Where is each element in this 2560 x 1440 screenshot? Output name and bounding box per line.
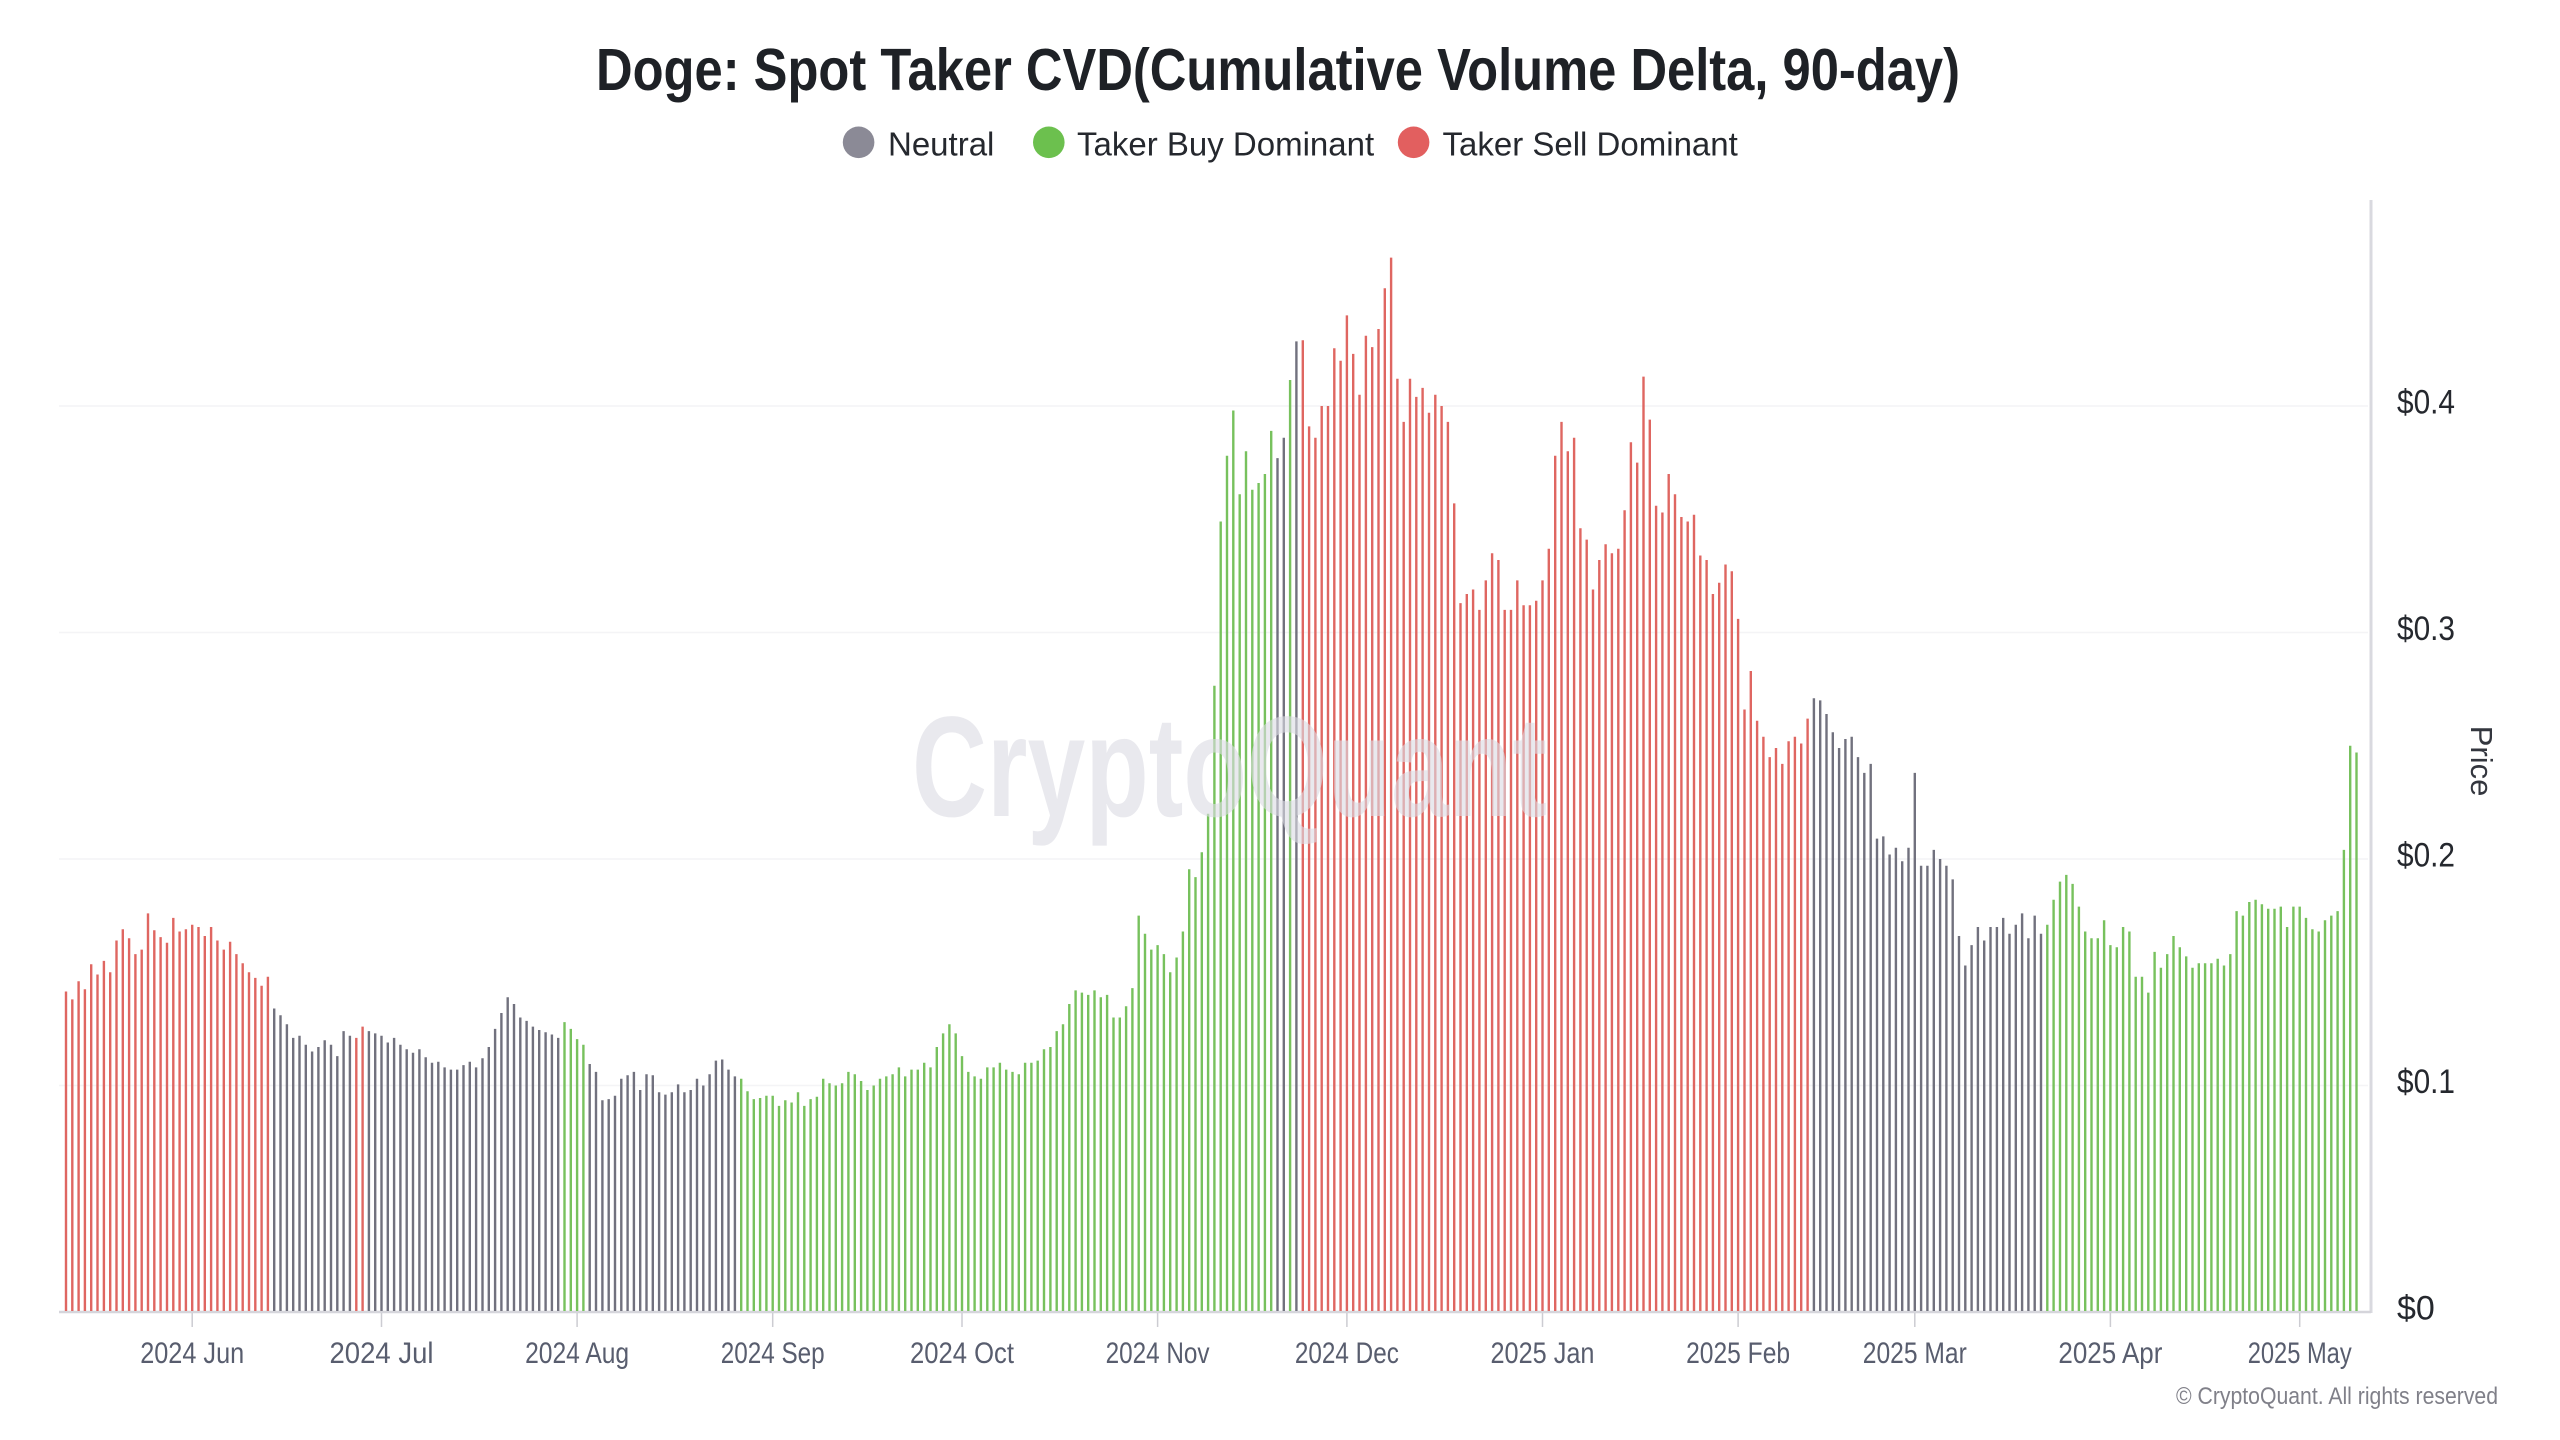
svg-text:2025 Feb: 2025 Feb bbox=[1686, 1337, 1790, 1370]
svg-text:$0: $0 bbox=[2397, 1290, 2435, 1328]
svg-text:$0.4: $0.4 bbox=[2397, 384, 2455, 422]
svg-text:2024 Jul: 2024 Jul bbox=[330, 1337, 434, 1370]
svg-text:2024 Oct: 2024 Oct bbox=[910, 1337, 1015, 1370]
svg-text:Price: Price bbox=[2464, 726, 2499, 797]
svg-text:Neutral: Neutral bbox=[888, 126, 994, 163]
svg-text:2024 Aug: 2024 Aug bbox=[525, 1337, 629, 1370]
svg-text:2025 Apr: 2025 Apr bbox=[2058, 1337, 2162, 1370]
svg-text:2025 Mar: 2025 Mar bbox=[1863, 1337, 1967, 1370]
svg-text:2024 Dec: 2024 Dec bbox=[1295, 1337, 1399, 1370]
svg-text:$0.2: $0.2 bbox=[2397, 837, 2455, 875]
svg-text:© CryptoQuant. All rights rese: © CryptoQuant. All rights reserved bbox=[2176, 1383, 2498, 1410]
svg-text:$0.3: $0.3 bbox=[2397, 610, 2455, 648]
svg-text:2025 Jan: 2025 Jan bbox=[1491, 1337, 1595, 1370]
svg-text:2025 May: 2025 May bbox=[2248, 1337, 2352, 1370]
svg-text:Taker Buy Dominant: Taker Buy Dominant bbox=[1077, 126, 1374, 163]
svg-text:$0.1: $0.1 bbox=[2397, 1063, 2455, 1101]
svg-text:CryptoQuant: CryptoQuant bbox=[912, 688, 1547, 847]
svg-text:Taker Sell Dominant: Taker Sell Dominant bbox=[1443, 126, 1738, 163]
svg-text:2024 Nov: 2024 Nov bbox=[1106, 1337, 1210, 1370]
svg-text:2024 Sep: 2024 Sep bbox=[721, 1337, 825, 1370]
svg-text:2024 Jun: 2024 Jun bbox=[140, 1337, 244, 1370]
svg-text:Doge: Spot Taker CVD(Cumulativ: Doge: Spot Taker CVD(Cumulative Volume D… bbox=[596, 37, 1960, 103]
